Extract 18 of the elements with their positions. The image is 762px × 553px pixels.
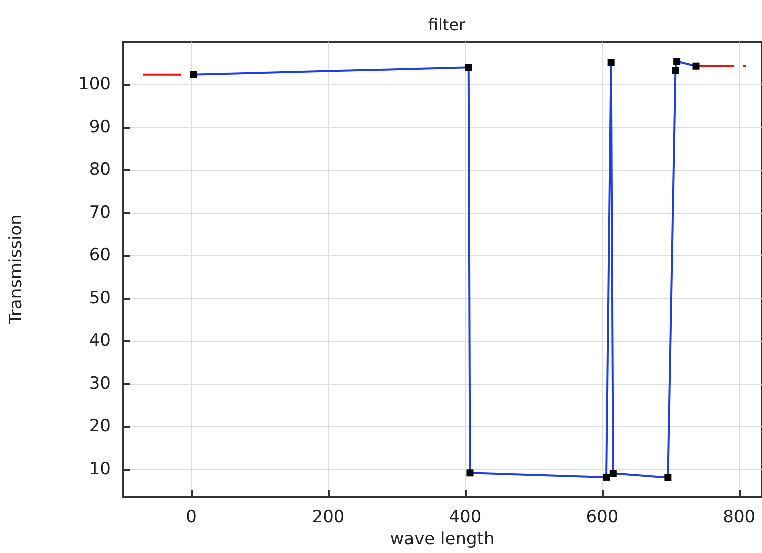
y-tick-label: 30 xyxy=(89,374,111,394)
chart-title: filter xyxy=(428,16,466,34)
x-tick-label: 600 xyxy=(586,508,619,528)
x-tick-label: 0 xyxy=(186,508,197,528)
y-tick-label: 50 xyxy=(89,288,111,308)
y-tick-label: 100 xyxy=(78,74,111,95)
y-tick-label: 20 xyxy=(89,416,111,437)
y-tick-label: 80 xyxy=(89,160,111,180)
y-tick-label: 70 xyxy=(89,202,111,223)
y-tick-label: 40 xyxy=(89,331,111,352)
x-tick-label: 400 xyxy=(449,508,482,528)
y-tick-label: 10 xyxy=(89,459,111,480)
y-tick-label: 90 xyxy=(89,117,111,138)
x-axis-title: wave length xyxy=(390,530,495,550)
y-tick-label: 60 xyxy=(89,246,111,266)
y-axis-title: Transmission xyxy=(6,214,26,326)
x-tick-label: 800 xyxy=(723,508,756,528)
x-tick-label: 200 xyxy=(312,508,345,528)
